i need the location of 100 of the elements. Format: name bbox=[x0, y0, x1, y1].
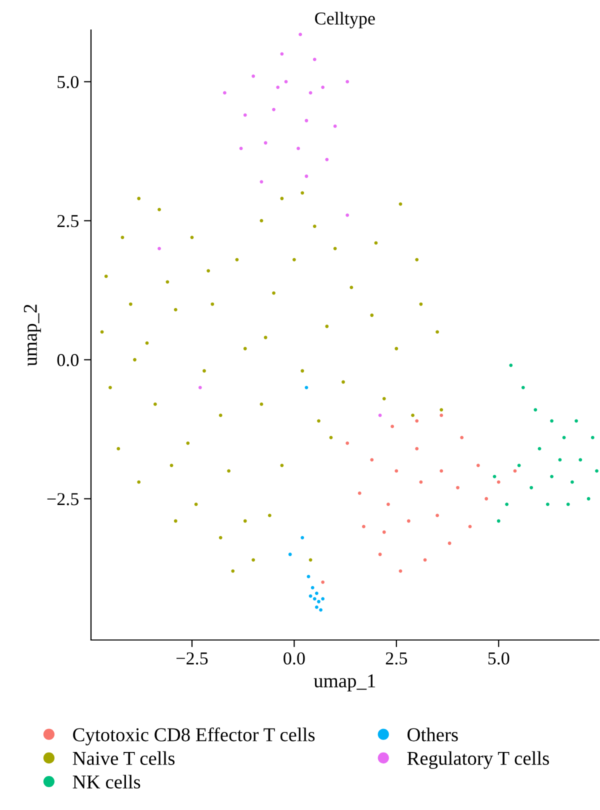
point bbox=[312, 58, 316, 62]
point bbox=[342, 380, 345, 384]
point bbox=[235, 258, 239, 262]
point bbox=[108, 386, 112, 390]
point bbox=[484, 497, 488, 500]
point bbox=[423, 558, 427, 562]
point bbox=[128, 302, 132, 306]
y-axis-title: umap_2 bbox=[24, 304, 41, 366]
point bbox=[521, 386, 525, 390]
point bbox=[509, 364, 513, 368]
point bbox=[252, 74, 256, 78]
point bbox=[321, 86, 325, 89]
point bbox=[505, 502, 509, 506]
point bbox=[382, 530, 386, 534]
point bbox=[378, 552, 382, 556]
chart-title: Celltype bbox=[315, 12, 375, 28]
point bbox=[321, 580, 325, 584]
point bbox=[333, 124, 337, 128]
point bbox=[231, 569, 235, 573]
point bbox=[308, 594, 312, 598]
point bbox=[496, 519, 500, 523]
point bbox=[476, 464, 480, 468]
x-tick-label: 0.0 bbox=[284, 652, 305, 665]
point bbox=[306, 574, 310, 578]
point bbox=[562, 436, 566, 440]
point bbox=[272, 291, 276, 295]
legend-label: Naive T cells bbox=[72, 751, 175, 765]
point bbox=[534, 408, 538, 412]
point bbox=[546, 502, 550, 506]
x-tick-label: −2.5 bbox=[176, 652, 208, 665]
point bbox=[550, 419, 554, 423]
point bbox=[222, 91, 226, 95]
point bbox=[218, 536, 222, 540]
point bbox=[158, 208, 161, 212]
point bbox=[166, 280, 170, 284]
point bbox=[227, 469, 230, 473]
point bbox=[186, 441, 190, 445]
point bbox=[595, 469, 598, 473]
point bbox=[280, 464, 284, 468]
point bbox=[440, 414, 444, 418]
point bbox=[436, 514, 439, 518]
point bbox=[280, 52, 284, 56]
point bbox=[350, 286, 354, 290]
point bbox=[260, 180, 264, 184]
point bbox=[558, 458, 562, 462]
point bbox=[272, 108, 276, 112]
point bbox=[133, 358, 136, 362]
point bbox=[243, 113, 247, 117]
point bbox=[264, 141, 268, 145]
point bbox=[120, 236, 124, 240]
point bbox=[206, 269, 210, 272]
x-tick-label: 2.5 bbox=[386, 652, 407, 665]
point bbox=[239, 146, 243, 150]
point bbox=[325, 158, 329, 162]
legend-label: Regulatory T cells bbox=[407, 751, 549, 769]
point bbox=[300, 191, 304, 195]
point bbox=[174, 308, 178, 312]
x-tick-label: 5.0 bbox=[488, 652, 510, 665]
point bbox=[252, 558, 256, 562]
point bbox=[243, 346, 247, 350]
point bbox=[415, 258, 419, 262]
point bbox=[346, 80, 350, 84]
point bbox=[104, 274, 108, 278]
point bbox=[308, 91, 312, 95]
point bbox=[566, 502, 570, 506]
point bbox=[325, 324, 329, 328]
point bbox=[137, 480, 141, 484]
point bbox=[362, 524, 366, 528]
point bbox=[415, 447, 419, 450]
point bbox=[300, 536, 304, 540]
point bbox=[382, 396, 386, 400]
point bbox=[310, 586, 314, 590]
point bbox=[210, 302, 214, 306]
point bbox=[394, 346, 398, 350]
point bbox=[496, 480, 500, 484]
point bbox=[317, 600, 320, 604]
point bbox=[158, 246, 161, 250]
point bbox=[314, 605, 318, 609]
x-axis-title: umap_1 bbox=[314, 674, 376, 692]
point bbox=[198, 386, 202, 390]
y-tick-label: 0.0 bbox=[57, 354, 79, 366]
point bbox=[312, 224, 316, 228]
point bbox=[378, 414, 382, 418]
point bbox=[308, 558, 312, 562]
point bbox=[304, 118, 308, 122]
point bbox=[570, 480, 574, 484]
point bbox=[288, 552, 292, 556]
point bbox=[538, 447, 542, 450]
point bbox=[394, 469, 398, 473]
point bbox=[300, 369, 304, 373]
point bbox=[370, 458, 374, 462]
y-tick-label: 2.5 bbox=[57, 215, 78, 228]
point bbox=[411, 414, 414, 418]
point bbox=[170, 464, 174, 468]
point bbox=[530, 486, 534, 490]
point bbox=[578, 458, 582, 462]
point bbox=[284, 80, 288, 84]
legend-label: NK cells bbox=[72, 774, 140, 789]
point bbox=[346, 213, 350, 217]
point bbox=[370, 314, 374, 317]
